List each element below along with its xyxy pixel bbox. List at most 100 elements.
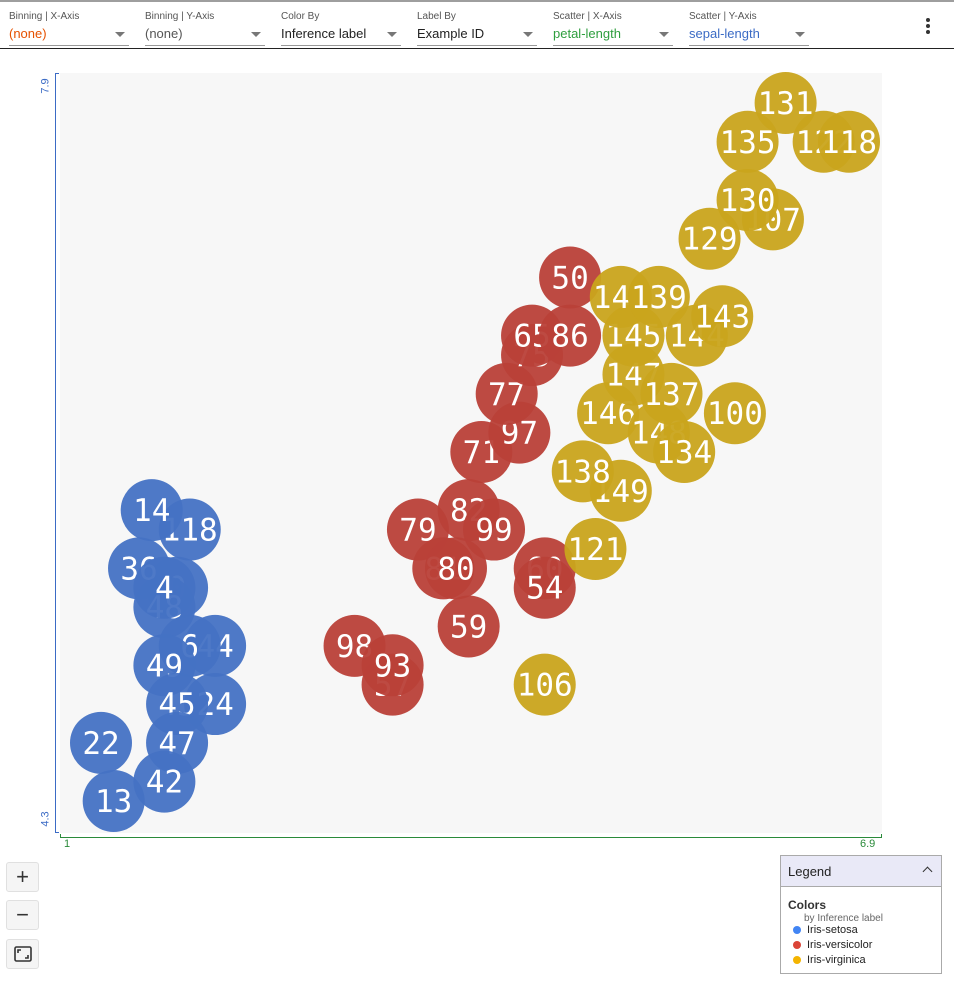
data-point-131[interactable]: 131 (754, 72, 817, 134)
circle-icon (793, 926, 801, 934)
zoom-in-button[interactable]: + (6, 862, 39, 892)
data-point-106[interactable]: 106 (513, 653, 576, 716)
legend-item-label: Iris-setosa (807, 924, 858, 936)
binning-x-axis-dropdown[interactable]: Binning | X-Axis (none) (9, 11, 129, 46)
point-marker[interactable] (539, 246, 602, 309)
point-marker[interactable] (703, 382, 766, 445)
legend-panel: Legend Colors by Inference label Iris-se… (780, 855, 942, 974)
point-marker[interactable] (678, 207, 741, 270)
more-vert-icon[interactable] (920, 16, 936, 38)
point-marker[interactable] (539, 304, 602, 367)
point-label: 4 (155, 571, 174, 607)
y-axis (55, 73, 59, 833)
point-marker[interactable] (513, 556, 576, 619)
data-point-22[interactable]: 22 (70, 711, 132, 774)
legend-title: Colors (788, 898, 827, 912)
point-label: 143 (694, 299, 750, 335)
dropdown-label: Scatter | Y-Axis (689, 11, 757, 22)
point-marker[interactable] (716, 110, 779, 173)
dropdown-value: Example ID (417, 26, 485, 41)
data-point-138[interactable]: 138 (551, 440, 614, 503)
point-marker[interactable] (513, 653, 576, 716)
caret-down-icon (251, 32, 261, 37)
point-label: 50 (551, 261, 588, 297)
data-point-4[interactable]: 4 (133, 556, 196, 619)
legend-item-virginica: Iris-virginica (793, 954, 866, 966)
data-point-42[interactable]: 42 (133, 750, 196, 813)
binning-y-axis-dropdown[interactable]: Binning | Y-Axis (none) (145, 11, 265, 46)
caret-down-icon (795, 32, 805, 37)
data-point-14[interactable]: 14 (120, 479, 183, 542)
point-marker[interactable] (437, 595, 500, 658)
point-label: 139 (631, 280, 687, 316)
caret-down-icon (523, 32, 533, 37)
point-marker[interactable] (133, 556, 196, 619)
data-point-86[interactable]: 86 (539, 304, 602, 367)
data-point-121[interactable]: 121 (564, 517, 627, 580)
data-point-80[interactable]: 80 (424, 537, 487, 600)
legend-header[interactable]: Legend (781, 856, 941, 887)
point-marker[interactable] (818, 110, 880, 173)
point-marker[interactable] (640, 362, 703, 425)
point-label: 121 (567, 532, 623, 568)
point-marker[interactable] (564, 517, 627, 580)
x-axis-max-label: 6.9 (860, 838, 876, 850)
data-point-100[interactable]: 100 (703, 382, 766, 445)
point-label: 59 (450, 610, 487, 646)
point-label: 130 (720, 183, 776, 219)
point-marker[interactable] (82, 770, 145, 832)
point-marker[interactable] (133, 750, 196, 813)
color-by-dropdown[interactable]: Color By Inference label (281, 11, 401, 46)
point-marker[interactable] (551, 440, 614, 503)
scatter-x-axis-dropdown[interactable]: Scatter | X-Axis petal-length (553, 11, 673, 46)
data-point-54[interactable]: 54 (513, 556, 576, 619)
point-marker[interactable] (463, 498, 526, 561)
point-marker[interactable] (691, 285, 754, 348)
data-point-137[interactable]: 137 (640, 362, 703, 425)
data-point-139[interactable]: 139 (627, 265, 690, 328)
data-point-130[interactable]: 130 (716, 168, 779, 231)
legend-item-setosa: Iris-setosa (793, 924, 858, 936)
point-label: 135 (720, 125, 776, 161)
point-label: 138 (555, 454, 611, 490)
data-point-143[interactable]: 143 (691, 285, 754, 348)
data-point-134[interactable]: 134 (653, 421, 716, 483)
point-marker[interactable] (120, 479, 183, 542)
dropdown-value: (none) (145, 26, 183, 41)
point-marker[interactable] (627, 265, 690, 328)
fit-screen-button[interactable] (6, 939, 39, 969)
dropdown-value: sepal-length (689, 26, 760, 41)
data-point-13[interactable]: 13 (82, 770, 145, 832)
point-marker[interactable] (361, 634, 424, 697)
point-marker[interactable] (70, 711, 132, 774)
point-label: 93 (374, 648, 411, 684)
chevron-up-icon[interactable] (922, 866, 933, 877)
fit-screen-icon (13, 946, 32, 962)
dropdown-label: Label By (417, 11, 456, 22)
point-label: 106 (517, 668, 573, 704)
dropdown-label: Binning | X-Axis (9, 11, 80, 22)
point-marker[interactable] (754, 72, 817, 134)
point-marker[interactable] (653, 421, 716, 483)
zoom-out-button[interactable]: − (6, 900, 39, 930)
data-point-129[interactable]: 129 (678, 207, 741, 270)
point-marker[interactable] (716, 168, 779, 231)
data-point-93[interactable]: 93 (361, 634, 424, 697)
point-label: 134 (656, 435, 712, 471)
point-marker[interactable] (424, 537, 487, 600)
point-label: 13 (95, 784, 132, 820)
dropdown-value: Inference label (281, 26, 367, 41)
dropdown-underline (145, 45, 265, 46)
data-point-135[interactable]: 135 (716, 110, 779, 173)
x-axis-min-label: 1 (64, 838, 71, 850)
point-label: 54 (526, 571, 563, 607)
point-label: 99 (475, 513, 512, 549)
label-by-dropdown[interactable]: Label By Example ID (417, 11, 537, 46)
data-point-50[interactable]: 50 (539, 246, 602, 309)
data-point-118[interactable]: 118 (818, 110, 880, 173)
data-point-99[interactable]: 99 (463, 498, 526, 561)
data-point-59[interactable]: 59 (437, 595, 500, 658)
scatter-y-axis-dropdown[interactable]: Scatter | Y-Axis sepal-length (689, 11, 809, 46)
legend-item-versicolor: Iris-versicolor (793, 939, 872, 951)
